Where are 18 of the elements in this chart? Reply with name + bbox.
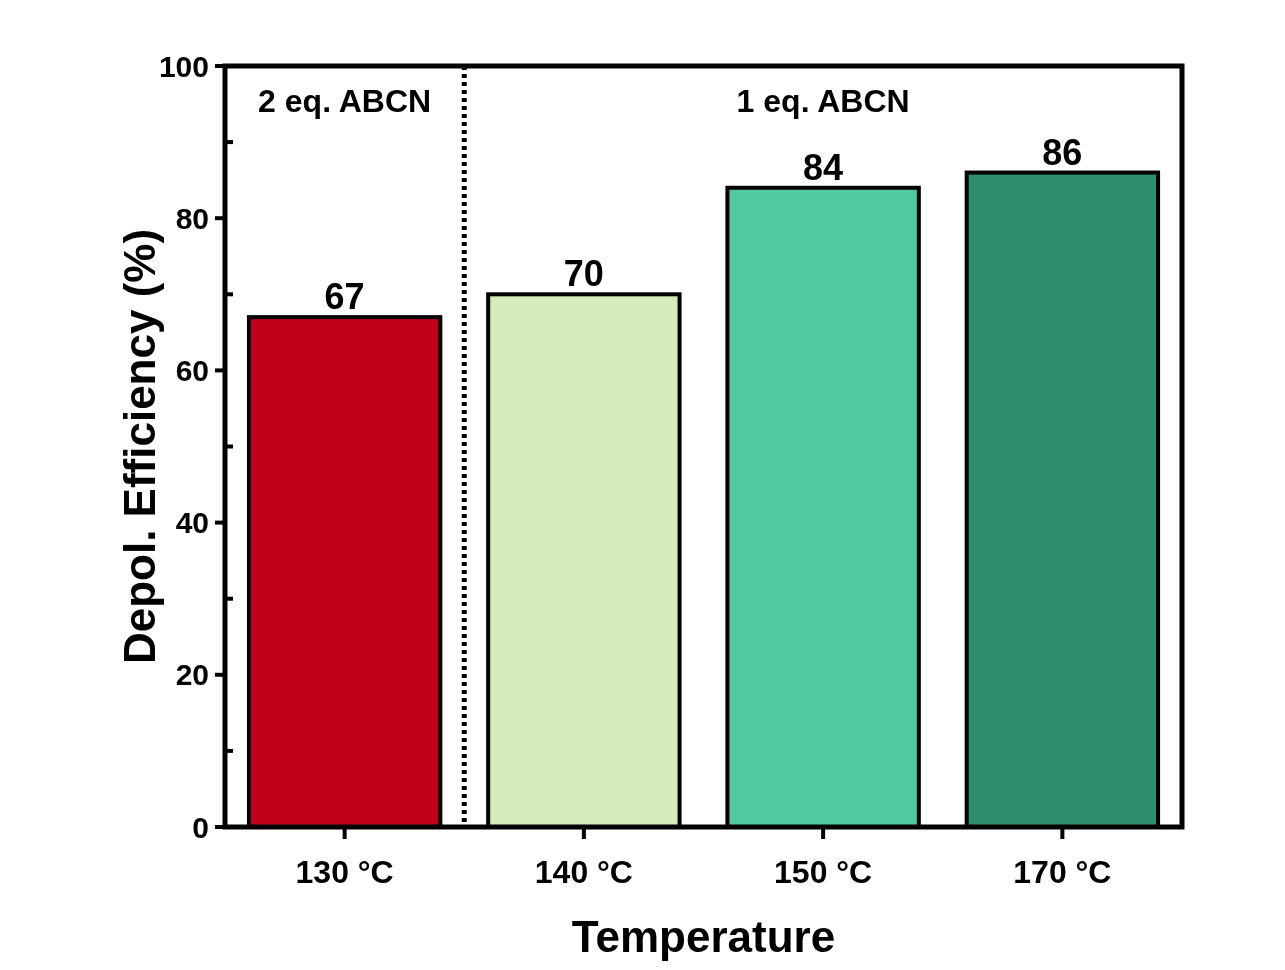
data-label: 84 — [803, 146, 844, 188]
y-tick-label: 60 — [175, 353, 209, 387]
x-tick-label: 150 °C — [774, 854, 873, 890]
data-label: 86 — [1042, 131, 1083, 173]
y-axis-title: Depol. Efficiency (%) — [115, 228, 165, 665]
y-tick-label: 20 — [175, 658, 209, 692]
x-tick-label: 130 °C — [295, 854, 394, 890]
annotation: 1 eq. ABCN — [736, 83, 910, 119]
data-label: 70 — [563, 253, 604, 295]
annotation: 2 eq. ABCN — [258, 83, 432, 119]
data-label: 67 — [324, 276, 365, 318]
y-tick-label: 100 — [158, 49, 209, 83]
y-tick-label: 40 — [175, 506, 209, 540]
x-tick-label: 170 °C — [1013, 854, 1112, 890]
x-tick-label: 140 °C — [534, 854, 633, 890]
x-axis-title: Temperature — [571, 912, 836, 961]
y-tick-label: 80 — [175, 201, 209, 235]
y-tick-label: 0 — [192, 810, 209, 844]
